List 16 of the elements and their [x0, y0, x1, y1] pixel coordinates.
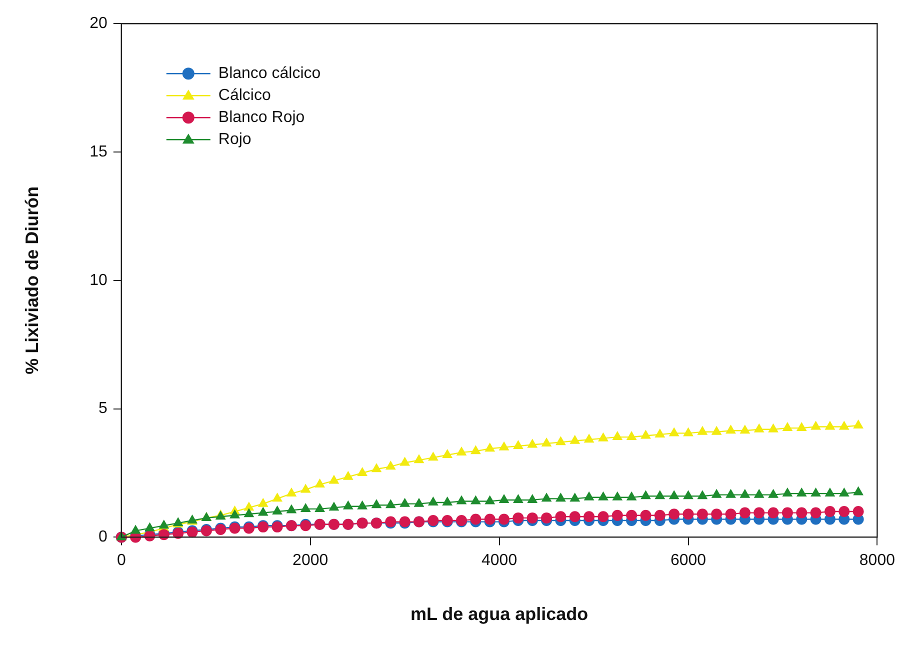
y-tick-label: 10	[90, 272, 108, 289]
legend-label: Rojo	[218, 131, 252, 148]
y-tick-label: 0	[98, 528, 108, 546]
y-axis-title: % Lixiviado de Diurón	[22, 186, 42, 374]
y-tick-label: 15	[90, 143, 108, 160]
x-axis-title: mL de agua aplicado	[410, 604, 588, 624]
x-tick-label: 6000	[670, 552, 706, 570]
y-tick-label: 20	[90, 15, 108, 32]
legend-label: Cálcico	[218, 87, 271, 104]
y-tick-label: 5	[98, 400, 108, 418]
x-tick-label: 0	[116, 552, 126, 570]
x-tick-label: 8000	[859, 552, 896, 570]
legend-label: Blanco Rojo	[218, 109, 305, 126]
x-tick-label: 2000	[292, 552, 328, 570]
legend-label: Blanco cálcico	[218, 65, 321, 82]
x-tick-label: 4000	[482, 552, 518, 570]
